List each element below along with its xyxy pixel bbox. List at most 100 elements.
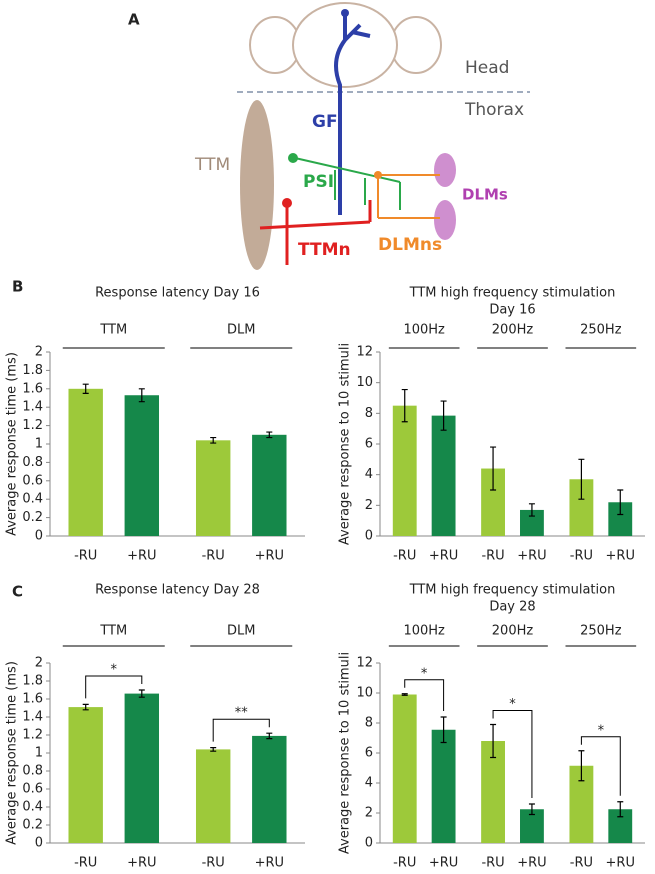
error-bar: [138, 388, 145, 403]
bar: [520, 809, 544, 843]
bar: [569, 479, 594, 536]
error-bar: [528, 803, 535, 816]
bar: [195, 749, 231, 843]
significance-label: *: [421, 666, 428, 681]
error-bar: [578, 750, 585, 782]
bar: [481, 741, 505, 843]
y-tick-label: 1.2: [22, 418, 43, 433]
y-tick-label: 6: [365, 437, 373, 452]
error-bar: [440, 400, 447, 431]
psi-soma: [288, 153, 298, 163]
x-tick-label: +RU: [517, 856, 546, 871]
diagram-label: Head: [465, 58, 509, 78]
y-tick-label: 2: [365, 806, 373, 821]
bar: [608, 809, 633, 843]
chart-title: Response latency Day 16: [95, 286, 260, 301]
diagram-label: DLMs: [462, 186, 508, 204]
y-tick-label: 0: [35, 529, 43, 544]
y-tick-label: 1.6: [22, 381, 43, 396]
significance-bracket: [85, 675, 143, 699]
error-bar: [490, 723, 497, 759]
x-tick-label: +RU: [429, 549, 458, 564]
bar: [392, 405, 417, 536]
error-bar: [82, 383, 89, 394]
bar: [124, 395, 160, 536]
group-label: DLM: [227, 323, 255, 338]
group-label: 200Hz: [492, 323, 534, 338]
significance-label: **: [235, 706, 249, 721]
x-tick-label: -RU: [393, 856, 416, 871]
significance-label: *: [111, 663, 118, 678]
error-bar: [490, 446, 497, 491]
group-label: 100Hz: [403, 624, 445, 639]
error-bar: [617, 801, 624, 818]
bar: [608, 502, 633, 536]
y-tick-label: 6: [365, 746, 373, 761]
x-tick-label: +RU: [606, 856, 635, 871]
error-bar: [617, 489, 624, 516]
dlmn-neuron: [377, 174, 440, 219]
dlmn-soma: [374, 171, 382, 179]
x-tick-label: -RU: [393, 549, 416, 564]
gf-neuron: [334, 15, 371, 215]
error-bar: [440, 716, 447, 744]
y-tick-label: 0: [365, 529, 373, 544]
x-tick-label: +RU: [127, 856, 156, 871]
dlm-muscle: [434, 200, 456, 240]
x-tick-label: +RU: [517, 549, 546, 564]
group-label: 200Hz: [492, 624, 534, 639]
y-axis-label: Average response time (ms): [5, 661, 20, 845]
y-tick-label: 0.2: [22, 510, 43, 525]
diagram-label: PSI: [303, 172, 334, 192]
x-tick-label: -RU: [74, 856, 97, 871]
y-tick-label: 2: [35, 345, 43, 360]
x-tick-label: +RU: [255, 856, 284, 871]
group-label: 100Hz: [403, 323, 445, 338]
panel-label: C: [12, 583, 23, 601]
y-tick-label: 1: [35, 746, 43, 761]
error-bar: [528, 503, 535, 517]
significance-bracket: [580, 736, 621, 796]
error-bar: [138, 689, 145, 698]
x-tick-label: -RU: [570, 856, 593, 871]
significance-bracket: [212, 718, 270, 742]
head-shape: [292, 2, 398, 88]
x-tick-label: -RU: [202, 549, 225, 564]
y-tick-label: 0.4: [22, 800, 43, 815]
head-shape: [390, 16, 442, 74]
y-tick-label: 0.6: [22, 782, 43, 797]
chart-title: Response latency Day 28: [95, 583, 260, 598]
group-label: 250Hz: [580, 323, 622, 338]
y-tick-label: 4: [365, 467, 373, 482]
y-axis-label: Average response to 10 stimuli: [338, 343, 353, 545]
y-tick-label: 1: [35, 437, 43, 452]
ttmn-neuron: [259, 200, 372, 265]
x-tick-label: -RU: [570, 549, 593, 564]
group-label: 250Hz: [580, 624, 622, 639]
y-tick-label: 8: [365, 406, 373, 421]
error-bar: [578, 458, 585, 500]
y-tick-label: 1.4: [22, 710, 43, 725]
y-tick-label: 0.2: [22, 818, 43, 833]
y-tick-label: 0: [35, 836, 43, 851]
error-bar: [82, 703, 89, 711]
psi-neuron: [294, 157, 401, 210]
bar: [252, 735, 287, 843]
gf-soma: [341, 9, 349, 17]
chart-title: TTM high frequency stimulation: [409, 286, 616, 301]
bar: [481, 468, 505, 536]
bar: [252, 434, 287, 536]
y-tick-label: 10: [356, 686, 373, 701]
diagram-label: TTMn: [298, 240, 351, 260]
ttm-muscle: [240, 100, 274, 270]
bar: [68, 388, 103, 536]
significance-label: *: [598, 723, 605, 738]
ttmn-soma: [282, 198, 292, 208]
diagram-label: Thorax: [464, 100, 524, 120]
y-axis-label: Average response time (ms): [5, 352, 20, 536]
chart-subtitle: Day 16: [489, 303, 535, 318]
y-tick-label: 10: [356, 375, 373, 390]
dlm-muscle: [434, 153, 456, 187]
diagram: [237, 2, 530, 270]
